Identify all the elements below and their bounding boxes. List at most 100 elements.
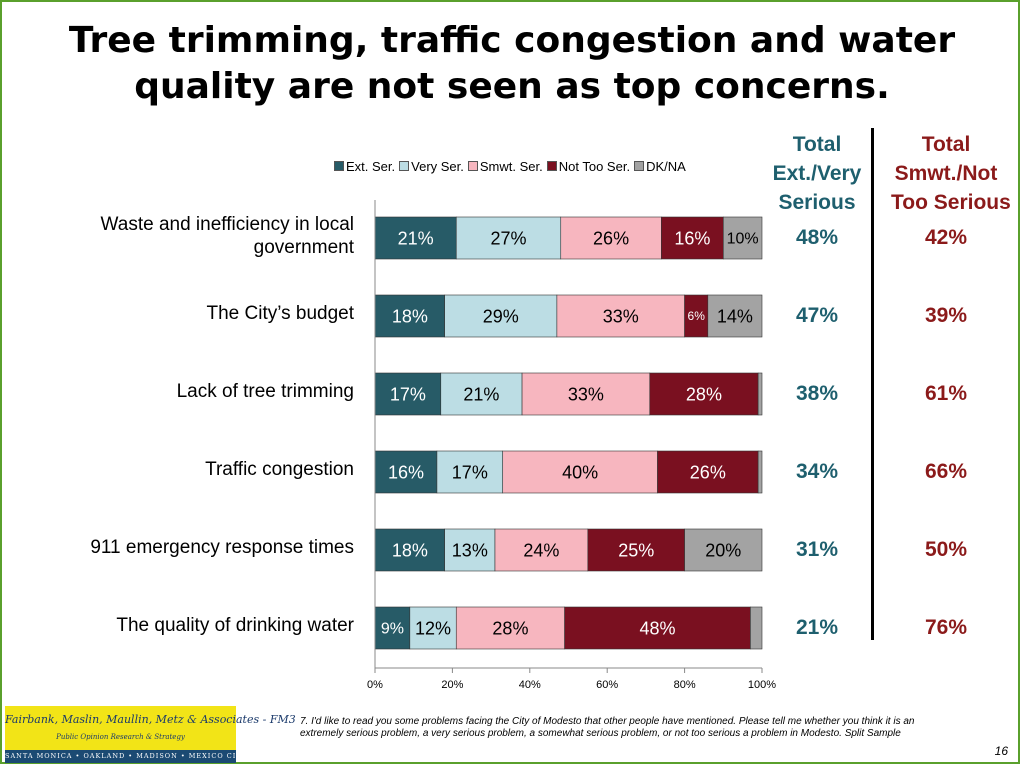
bar-data-label: 40% xyxy=(562,462,598,482)
legend-swatch xyxy=(399,161,410,171)
total-not-serious-value: 61% xyxy=(924,382,968,405)
legend-item: DK/NA xyxy=(634,159,686,174)
column-header-not-serious-line-2: Smwt./Not xyxy=(894,162,998,185)
slide-title: Tree trimming, traffic congestion and wa… xyxy=(0,18,1024,110)
category-label: The City’s budget xyxy=(206,303,354,324)
legend-swatch xyxy=(467,161,478,171)
column-header-not-serious-line-1: Total xyxy=(921,133,971,156)
bar-segment xyxy=(722,216,763,260)
bar-data-label: 13% xyxy=(452,540,488,560)
bar-segment xyxy=(521,372,651,416)
category-label: The quality of drinking water xyxy=(116,615,354,636)
title-line-1: Tree trimming, traffic congestion and wa… xyxy=(68,20,956,61)
bar-data-label: 27% xyxy=(490,228,526,248)
column-header-serious-line-2: Ext./Very xyxy=(772,162,862,185)
legend-item: Very Ser. xyxy=(399,159,464,174)
bar-segment xyxy=(560,216,662,260)
total-not-serious-value: 66% xyxy=(924,460,968,483)
bar-data-label: 26% xyxy=(690,462,726,482)
x-axis-tick-label: 40% xyxy=(519,679,541,691)
column-header-serious-line-3: Serious xyxy=(778,191,856,214)
bar-data-label: 33% xyxy=(603,306,639,326)
bar-data-label: 21% xyxy=(463,384,499,404)
column-header-serious: Total Ext./Very Serious xyxy=(762,130,872,217)
bar-segment xyxy=(374,606,411,650)
bar-segment xyxy=(374,372,442,416)
total-not-serious-value: 76% xyxy=(924,616,968,639)
bar-data-label: 10% xyxy=(727,231,759,248)
legend-label: Not Too Ser. xyxy=(558,159,631,174)
bar-data-label: 6% xyxy=(688,309,706,323)
bar-data-label: 17% xyxy=(390,384,426,404)
bar-segment xyxy=(587,528,685,572)
column-header-not-serious: Total Smwt./Not Too Serious xyxy=(891,130,1011,217)
x-axis-tick-label: 80% xyxy=(674,679,696,691)
column-divider xyxy=(871,128,874,640)
category-label: Lack of tree trimming xyxy=(176,381,354,402)
total-not-serious-value: 39% xyxy=(924,304,968,327)
bar-segment xyxy=(440,372,523,416)
legend-label: DK/NA xyxy=(646,159,686,174)
bar-data-label: 25% xyxy=(618,540,654,560)
bar-segment xyxy=(564,606,751,650)
bar-data-label: 24% xyxy=(523,540,559,560)
bar-data-label: 28% xyxy=(686,384,722,404)
total-serious-value: 38% xyxy=(795,382,839,405)
bar-data-label: 18% xyxy=(392,306,428,326)
bar-data-label: 26% xyxy=(593,228,629,248)
legend-swatch xyxy=(634,161,645,171)
total-not-serious-value: 42% xyxy=(924,226,968,249)
bar-segment xyxy=(374,216,457,260)
column-header-not-serious-line-3: Too Serious xyxy=(891,191,1011,214)
footnote: 7. I'd like to read you some problems fa… xyxy=(300,716,915,739)
bar-segment xyxy=(649,372,759,416)
bar-data-label: 14% xyxy=(717,306,753,326)
legend-swatch xyxy=(546,161,557,171)
bar-segment xyxy=(556,294,685,338)
legend-item: Ext. Ser. xyxy=(334,159,395,174)
bar-segment xyxy=(374,450,438,494)
logo-name: Fairbank, Maslin, Maullin, Metz & Associ… xyxy=(5,713,296,726)
legend-label: Ext. Ser. xyxy=(346,159,396,174)
bar-data-label: 18% xyxy=(392,540,428,560)
bar-data-label: 28% xyxy=(492,618,528,638)
bar-segment xyxy=(707,294,763,338)
bar-data-label: 17% xyxy=(452,462,488,482)
category-label: Waste and inefficiency in local governmen… xyxy=(100,214,354,258)
x-axis-tick-label: 0% xyxy=(367,679,383,691)
logo-locations: SANTA MONICA • OAKLAND • MADISON • MEXIC… xyxy=(5,750,246,763)
page-number: 16 xyxy=(994,744,1008,758)
bar-segment xyxy=(657,450,759,494)
bar-segment xyxy=(750,606,763,650)
total-not-serious-value: 50% xyxy=(924,538,968,561)
bar-segment xyxy=(502,450,658,494)
bar-segment xyxy=(444,294,558,338)
legend-swatch xyxy=(334,161,344,171)
total-serious-value: 47% xyxy=(795,304,839,327)
legend-item: Smwt. Ser. xyxy=(467,159,543,174)
x-axis-tick-label: 60% xyxy=(596,679,618,691)
logo-tagline: Public Opinion Research & Strategy xyxy=(56,733,185,741)
bar-segment xyxy=(409,606,457,650)
bar-segment xyxy=(455,606,565,650)
bar-segment xyxy=(661,216,724,260)
bar-data-label: 48% xyxy=(639,618,675,638)
bar-segment xyxy=(757,372,763,416)
category-label: Traffic congestion xyxy=(205,459,354,480)
bar-data-label: 16% xyxy=(388,462,424,482)
bar-data-label: 21% xyxy=(398,228,434,248)
chart-legend: Ext. Ser. Very Ser. Smwt. Ser. Not Too Ser.… xyxy=(334,159,690,174)
bar-segment xyxy=(374,294,445,338)
bar-data-label: 33% xyxy=(568,384,604,404)
total-serious-value: 48% xyxy=(795,226,839,249)
bar-data-label: 20% xyxy=(705,540,741,560)
company-logo: Fairbank, Maslin, Maullin, Metz & Associ… xyxy=(5,706,296,763)
bar-data-label: 16% xyxy=(674,228,710,248)
total-serious-value: 31% xyxy=(795,538,839,561)
bar-segment xyxy=(444,528,496,572)
category-label: 911 emergency response times xyxy=(90,537,354,558)
total-serious-value: 21% xyxy=(795,616,839,639)
bar-segment xyxy=(436,450,504,494)
bar-segment xyxy=(455,216,562,260)
